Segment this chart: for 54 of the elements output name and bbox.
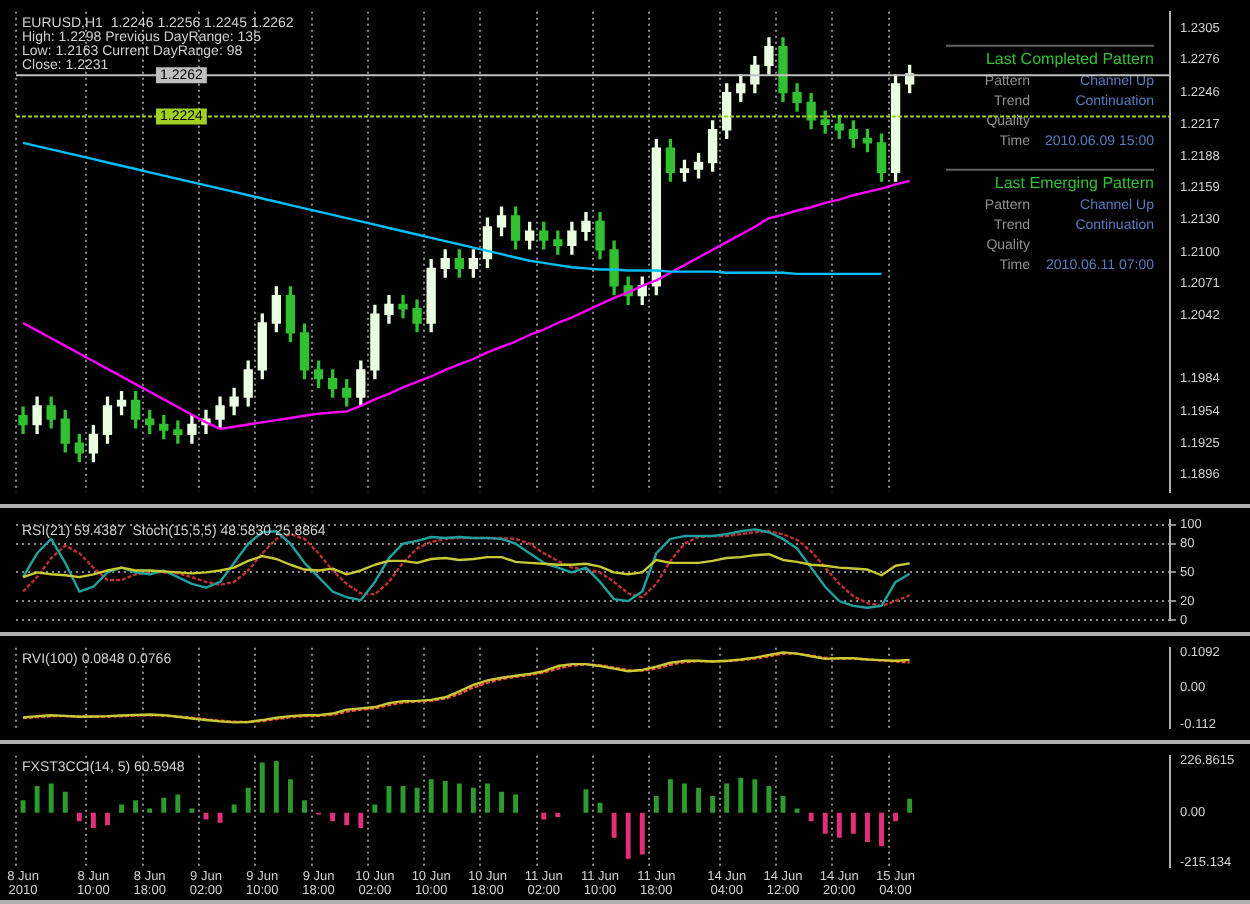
bar [231,804,237,813]
bar [738,777,744,813]
bar [907,798,913,813]
bar [428,779,434,813]
bar [667,779,673,813]
bar [386,786,392,813]
bar [330,812,336,822]
bar [273,760,279,813]
bar [864,812,870,843]
bar [639,812,645,855]
bar [175,794,181,813]
bar [653,796,659,813]
bar [133,800,139,813]
bar [62,791,68,813]
bar [696,787,702,813]
bar [119,804,125,813]
bar [358,812,364,828]
bar [766,786,772,813]
bar [217,812,223,823]
bar [836,812,842,838]
bar [470,787,476,813]
bar [372,804,378,813]
bar [259,762,265,813]
bar [34,786,40,813]
bar [682,783,687,813]
candlestick [398,295,408,319]
bar [752,779,758,813]
bar [48,783,54,813]
bar [724,783,730,813]
bar [822,812,828,834]
annotation: Last Emerging Pattern [994,174,1154,193]
bar [611,812,617,838]
bar [442,780,448,813]
bar [245,787,251,813]
bar [105,812,110,826]
bar [344,812,350,826]
bar [499,791,504,813]
bar [541,812,547,820]
bar [302,800,307,813]
bar [456,783,462,813]
bar [76,812,82,822]
annotation: Last Completed Pattern [985,50,1154,69]
bar [90,812,96,828]
bar [879,812,884,847]
bar [287,779,293,813]
bar [710,796,716,813]
bar [850,812,856,834]
bar [414,787,420,813]
bar [625,812,631,859]
bar [808,812,814,822]
bar [161,797,167,813]
bar [513,794,519,813]
bar [893,812,899,822]
bar [484,783,490,813]
